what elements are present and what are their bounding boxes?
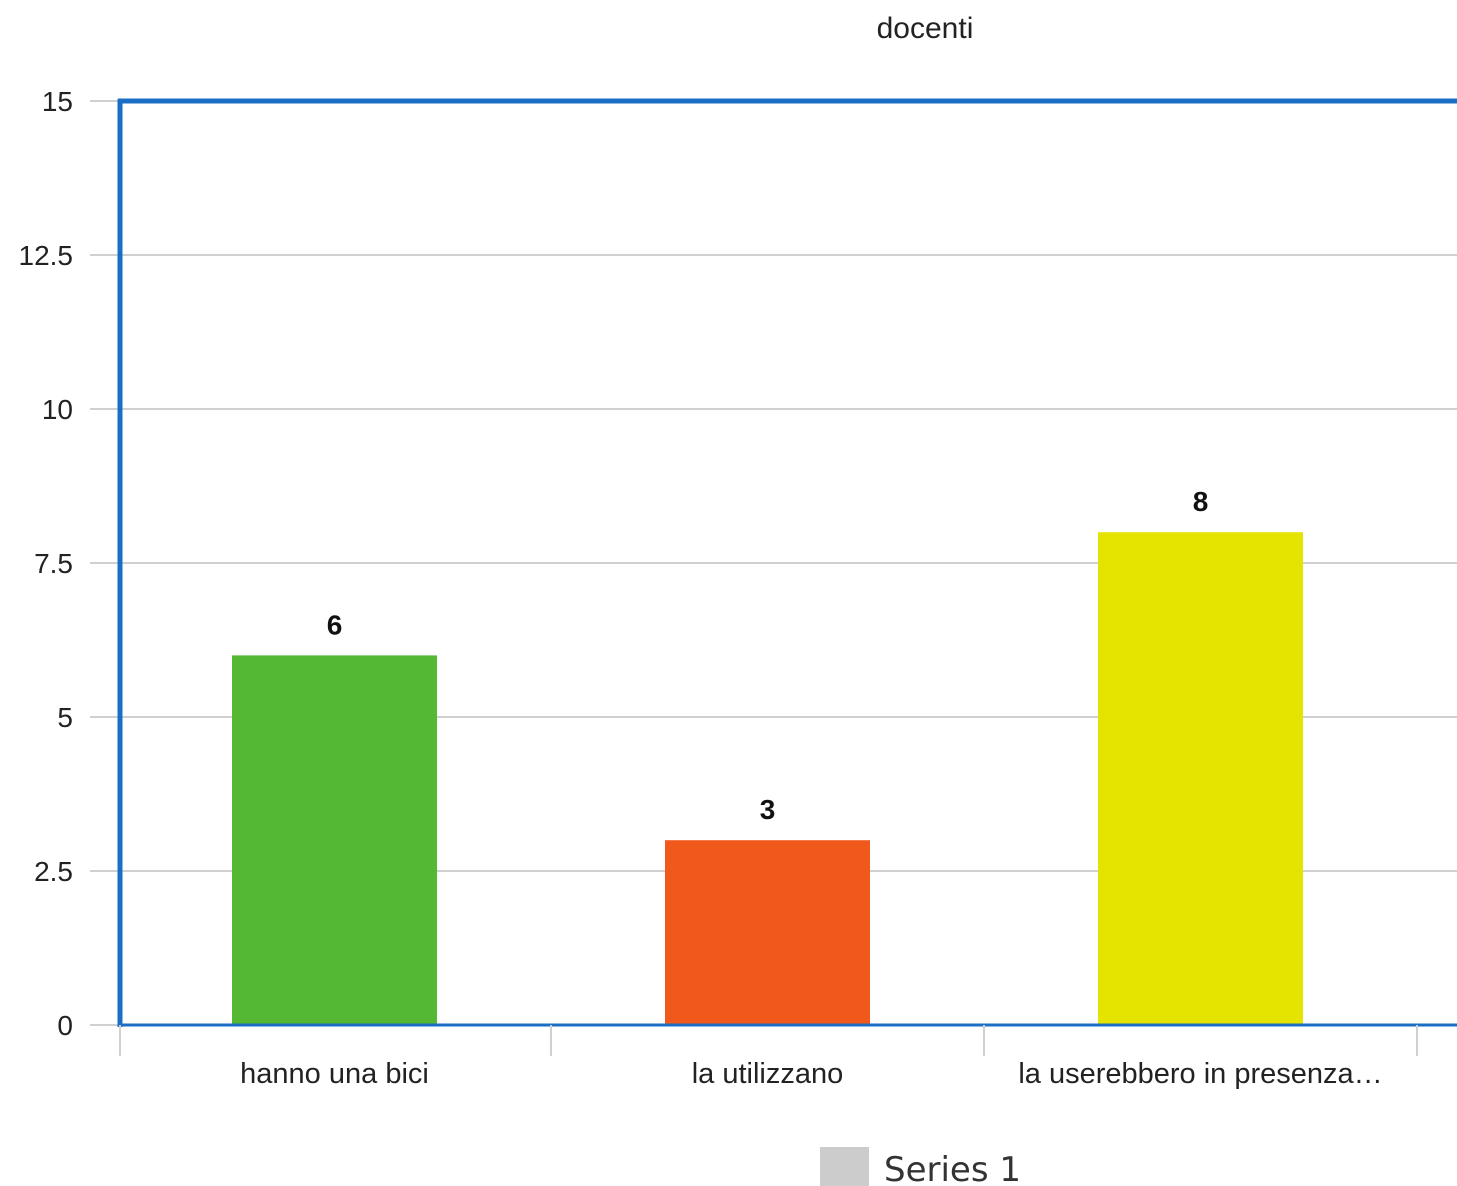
- legend-swatch: [820, 1147, 869, 1186]
- y-tick-label: 2.5: [34, 856, 73, 887]
- legend-label: Series 1: [884, 1150, 1021, 1186]
- bar: [232, 655, 437, 1025]
- x-axis-ticks: hanno una bici la utilizzano la userebbero…: [119, 1025, 1418, 1090]
- y-tick-label: 5: [57, 702, 73, 733]
- data-label: 8: [1193, 486, 1209, 517]
- y-tick-label: 12.5: [19, 240, 74, 271]
- y-tick-label: 10: [42, 394, 73, 425]
- legend: Series 1: [820, 1147, 1021, 1186]
- x-tick-label: la userebbero in presenza…: [1018, 1058, 1382, 1090]
- axes: [117, 98, 1457, 1027]
- x-tick-label: la utilizzano: [692, 1058, 844, 1090]
- bar: [665, 840, 870, 1025]
- data-label: 3: [760, 794, 776, 825]
- data-labels: 6 3 8: [327, 486, 1209, 825]
- y-tick-label: 15: [42, 86, 73, 117]
- y-axis-ticks: 0 2.5 5 7.5 10 12.5 15: [19, 86, 120, 1041]
- bars: [232, 532, 1303, 1025]
- chart-title: docenti: [877, 12, 974, 45]
- data-label: 6: [327, 609, 343, 640]
- y-tick-label: 0: [57, 1010, 73, 1041]
- bar: [1098, 532, 1303, 1025]
- y-tick-label: 7.5: [34, 548, 73, 579]
- x-tick-label: hanno una bici: [240, 1058, 429, 1090]
